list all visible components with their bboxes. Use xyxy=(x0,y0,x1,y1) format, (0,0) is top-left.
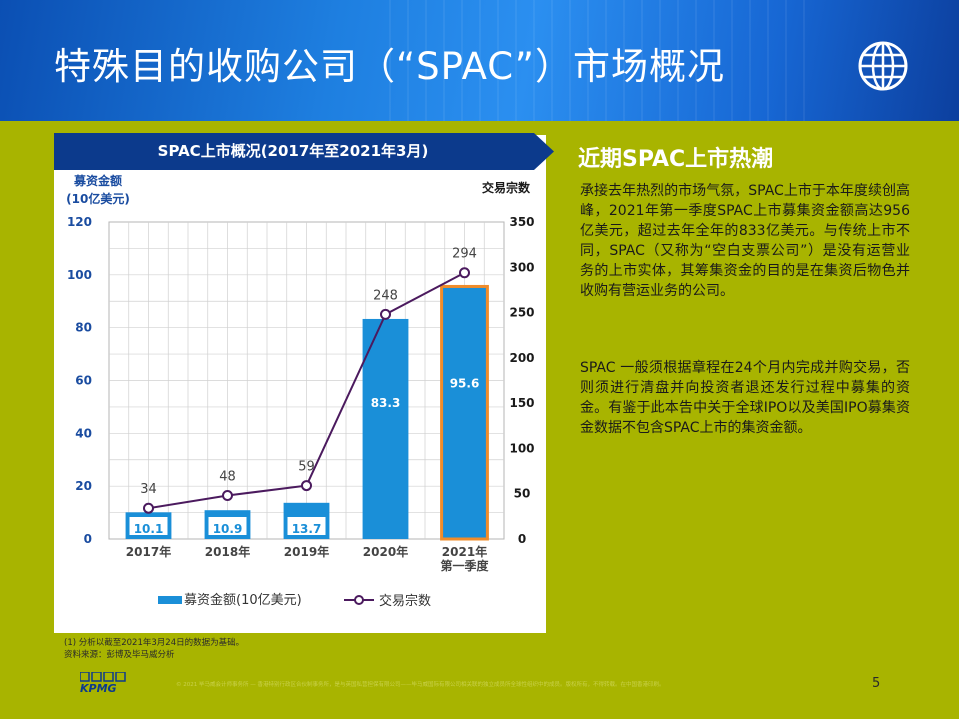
right-tick-label: 350 xyxy=(509,215,534,229)
chart-legend: 募资金额(10亿美元) 交易宗数 xyxy=(158,592,431,609)
bar xyxy=(440,284,489,541)
kpmg-logo-icon xyxy=(80,672,126,682)
chart-banner-title: SPAC上市概况(2017年至2021年3月) xyxy=(157,142,429,160)
footnote-note: (1) 分析以截至2021年3月24日的数据为基础。 xyxy=(64,638,245,648)
legend-bar-swatch xyxy=(158,596,182,604)
chart-banner xyxy=(54,133,554,170)
bar-label-background xyxy=(129,517,168,535)
section-heading: 近期SPAC上市热潮 xyxy=(578,147,774,172)
axis-ticks: 0 20 40 60 80 100 120 0 50 100 150 200 250 300 350 2017… xyxy=(67,215,535,573)
right-tick-label: 100 xyxy=(509,441,534,455)
deal-count-label: 48 xyxy=(219,470,236,485)
bar xyxy=(362,318,409,539)
deal-count-point xyxy=(301,480,312,492)
legend-line-marker xyxy=(354,595,364,605)
legend-line-label: 交易宗数 xyxy=(379,593,431,609)
deal-count-point xyxy=(380,308,391,320)
paragraph-spac-rules: SPAC 一般须根据章程在24个月内完成并购交易，否则须进行清盘并向投资者退还发… xyxy=(580,360,910,436)
bar-value-label: 13.7 xyxy=(292,522,322,536)
legend-bar-label: 募资金额(10亿美元) xyxy=(184,592,302,608)
deal-count-label: 59 xyxy=(298,460,315,475)
category-label: 2020年 xyxy=(363,544,408,559)
chart-grid xyxy=(108,221,505,540)
copyright-text: © 2021 毕马威会计师事务所 — 香港特别行政区合伙制事务所，是与英国私营担… xyxy=(176,682,665,688)
category-label: 第一季度 xyxy=(440,558,489,573)
deal-count-label: 248 xyxy=(373,288,398,303)
deal-count-label: 294 xyxy=(452,247,477,262)
spac-chart: 募资金额 (10亿美元) 交易宗数 10.1 10.9 13.7 83.3 95.6 3… xyxy=(66,173,535,609)
left-tick-label: 60 xyxy=(75,374,92,388)
right-tick-label: 250 xyxy=(509,306,534,320)
left-tick-label: 120 xyxy=(67,215,92,229)
right-tick-label: 150 xyxy=(509,396,534,410)
category-label: 2017年 xyxy=(126,544,171,559)
bar-value-label: 83.3 xyxy=(371,396,401,410)
left-axis-title: 募资金额 xyxy=(73,173,122,188)
deal-count-point xyxy=(459,267,470,279)
deal-count-label: 34 xyxy=(140,482,157,497)
paragraph-spac-boom: 承接去年热烈的市场气氛，SPAC上市于本年度续创高峰，2021年第一季度SPAC… xyxy=(580,183,910,299)
right-tick-label: 50 xyxy=(514,487,531,501)
right-tick-label: 0 xyxy=(518,532,526,546)
globe-icon xyxy=(858,41,908,91)
deal-count-point xyxy=(222,490,233,502)
left-tick-label: 0 xyxy=(84,532,92,546)
bar-label-background xyxy=(287,517,326,535)
right-axis-title: 交易宗数 xyxy=(482,180,531,195)
category-label: 2018年 xyxy=(205,544,250,559)
line-series: 34 48 59 248 294 xyxy=(140,247,477,514)
header-decoration xyxy=(389,0,809,121)
left-tick-label: 80 xyxy=(75,321,92,335)
page-title: 特殊目的收购公司（“SPAC”）市场概况 xyxy=(54,45,725,88)
left-tick-label: 100 xyxy=(67,268,92,282)
bar-label-background xyxy=(208,517,247,535)
category-label: 2021年 xyxy=(442,544,487,559)
left-tick-label: 40 xyxy=(75,426,92,440)
deal-count-point xyxy=(143,502,154,514)
bar-value-label: 10.1 xyxy=(134,522,164,536)
page-number: 5 xyxy=(872,676,881,691)
header-band: 特殊目的收购公司（“SPAC”）市场概况 xyxy=(0,0,959,121)
bar-value-label: 10.9 xyxy=(213,522,243,536)
bar-series: 10.1 10.9 13.7 83.3 95.6 xyxy=(125,284,489,541)
bar-value-label: 95.6 xyxy=(450,376,480,390)
footnote: (1) 分析以截至2021年3月24日的数据为基础。 资料来源：彭博及毕马威分析 xyxy=(64,637,244,661)
right-tick-label: 300 xyxy=(509,260,534,274)
footnote-source: 资料来源：彭博及毕马威分析 xyxy=(64,650,175,660)
left-axis-unit: (10亿美元) xyxy=(66,191,130,206)
category-label: 2019年 xyxy=(284,544,329,559)
logo-text: KPMG xyxy=(80,682,117,695)
left-tick-label: 20 xyxy=(75,479,92,493)
right-tick-label: 200 xyxy=(509,351,534,365)
